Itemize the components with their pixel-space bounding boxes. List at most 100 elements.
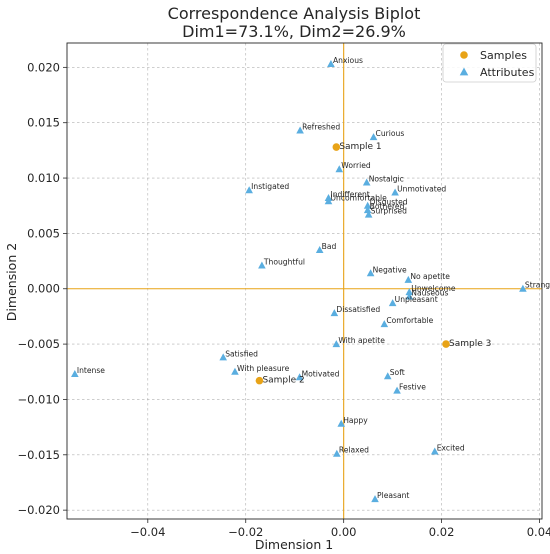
attribute-label: No apetite xyxy=(410,272,450,281)
y-axis-label: Dimension 2 xyxy=(4,243,19,321)
sample-label: Sample 2 xyxy=(262,376,304,386)
x-tick-label: −0.04 xyxy=(130,525,165,539)
legend-samples-marker xyxy=(460,51,468,59)
attribute-marker xyxy=(333,449,341,457)
attribute-label: Bad xyxy=(322,242,337,251)
attribute-label: Motivated xyxy=(302,369,340,378)
attribute-marker xyxy=(363,206,372,214)
attribute-marker xyxy=(519,284,527,292)
attribute-marker xyxy=(371,495,379,503)
attribute-marker xyxy=(405,288,414,296)
x-tick-label: 0.04 xyxy=(527,525,550,539)
legend: Samples Attributes xyxy=(442,43,537,83)
attribute-marker xyxy=(366,269,375,277)
attribute-label: Curious xyxy=(376,129,405,138)
sample-marker xyxy=(255,376,264,385)
attribute-label: Relaxed xyxy=(339,446,369,455)
attribute-marker xyxy=(391,188,399,196)
x-axis-label: Dimension 1 xyxy=(255,537,333,552)
attribute-label: With apetite xyxy=(338,336,385,345)
chart-title-line2: Dim1=73.1%, Dim2=26.9% xyxy=(182,22,406,41)
attribute-marker xyxy=(364,210,373,218)
y-tick-label: 0.005 xyxy=(27,226,60,240)
attribute-label: Festive xyxy=(399,383,426,392)
attribute-marker xyxy=(335,165,344,173)
y-tick-label: 0.000 xyxy=(27,282,60,296)
attribute-label: Disgusted xyxy=(370,198,408,207)
attribute-marker xyxy=(430,447,439,455)
attribute-marker xyxy=(363,201,372,209)
legend-attributes-label: Attributes xyxy=(480,66,535,79)
sample-marker xyxy=(442,340,450,348)
attribute-label: With pleasure xyxy=(237,364,290,373)
attribute-label: Worried xyxy=(341,161,371,170)
attribute-label: Soft xyxy=(390,368,405,377)
legend-attributes-marker xyxy=(459,67,469,76)
attribute-label: Nauseous xyxy=(411,288,448,297)
attribute-label: Satisfied xyxy=(225,349,258,358)
x-tick-label: 0.00 xyxy=(331,525,357,539)
attribute-label: Comfortable xyxy=(386,316,433,325)
attribute-label: Surprised xyxy=(371,207,407,216)
attribute-label: Pleasant xyxy=(377,491,409,500)
y-tick-label: 0.010 xyxy=(27,171,60,185)
attribute-marker xyxy=(330,309,339,317)
attribute-marker xyxy=(327,60,335,68)
grid-lines xyxy=(67,43,542,519)
attribute-label: Instigated xyxy=(251,182,289,191)
attribute-marker xyxy=(369,133,378,141)
y-tick-label: −0.020 xyxy=(17,503,60,517)
attribute-label: Nostalgic xyxy=(369,174,404,183)
y-tick-label: −0.010 xyxy=(17,392,60,406)
attribute-label: Negative xyxy=(373,265,407,274)
attribute-label: Anxious xyxy=(333,56,363,65)
reference-lines xyxy=(67,43,542,519)
attribute-marker xyxy=(296,126,304,134)
attribute-label: Unpleasant xyxy=(395,295,438,304)
attribute-label: Intense xyxy=(77,366,105,375)
x-tick-label: 0.02 xyxy=(429,525,455,539)
attribute-marker xyxy=(231,367,239,375)
attribute-marker xyxy=(393,386,401,394)
attribute-label: Thoughtful xyxy=(263,258,305,267)
attribute-marker xyxy=(404,275,413,283)
y-tick-label: 0.020 xyxy=(27,60,60,74)
x-tick-label: −0.02 xyxy=(228,525,263,539)
sample-marker xyxy=(332,143,341,151)
attribute-marker xyxy=(383,372,392,380)
attribute-marker xyxy=(71,369,79,377)
attribute-label: Unwelcome xyxy=(411,284,456,293)
attribute-marker xyxy=(315,246,324,254)
attribute-label: Happy xyxy=(343,416,368,425)
plot-frame xyxy=(66,42,543,520)
sample-label: Sample 3 xyxy=(449,339,491,349)
y-tick-label: −0.015 xyxy=(17,448,60,462)
y-tick-label: 0.015 xyxy=(27,116,60,130)
y-tick-label: −0.005 xyxy=(17,337,60,351)
plot-points: AnxiousRefreshedCuriousWorriedNostalgicI… xyxy=(71,56,550,503)
attribute-marker xyxy=(219,353,228,361)
attribute-label: Unmotivated xyxy=(397,184,446,193)
attribute-marker xyxy=(388,299,397,307)
attribute-marker xyxy=(295,373,304,381)
attribute-label: Dissatisfied xyxy=(336,305,380,314)
attribute-marker xyxy=(405,292,414,300)
attribute-marker xyxy=(258,261,266,269)
attribute-label: Bothered xyxy=(370,202,405,211)
attribute-label: Indifferent xyxy=(330,190,369,199)
sample-label: Sample 1 xyxy=(339,142,381,152)
attribute-label: Strange xyxy=(525,281,550,290)
attribute-label: Uncomfortable xyxy=(330,193,387,202)
attribute-marker xyxy=(332,340,341,348)
attribute-label: Refreshed xyxy=(302,122,340,131)
attribute-marker xyxy=(362,178,371,186)
attribute-label: Excited xyxy=(437,443,465,452)
attribute-marker xyxy=(245,186,253,194)
attribute-marker xyxy=(337,419,346,427)
attribute-marker xyxy=(380,320,389,328)
legend-samples-label: Samples xyxy=(480,49,527,62)
attribute-marker xyxy=(324,197,333,205)
chart-title-line1: Correspondence Analysis Biplot xyxy=(168,4,421,23)
axis-ticks: −0.04 −0.02 0.00 0.02 0.04 −0.020 −0.015 −0.010… xyxy=(17,60,550,539)
